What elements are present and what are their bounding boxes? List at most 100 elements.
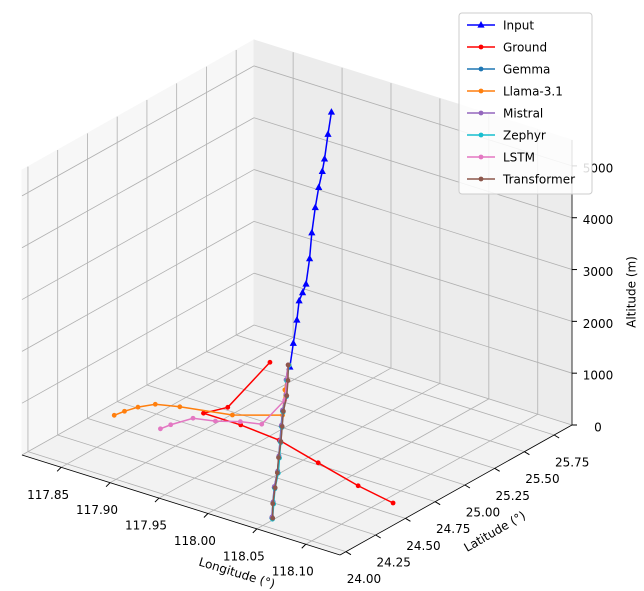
marker	[320, 154, 329, 162]
grid-line	[206, 351, 525, 453]
y-tick-mark	[524, 451, 530, 456]
legend-label: Transformer	[502, 173, 575, 187]
grid-line	[253, 324, 573, 426]
marker	[280, 408, 286, 414]
grid-line	[117, 401, 436, 503]
x-tick-label: 118.00	[174, 534, 216, 548]
marker	[267, 359, 273, 365]
legend-label: Mistral	[503, 107, 543, 121]
marker	[152, 401, 158, 407]
z-axis-label: Altitude (m)	[625, 256, 639, 328]
marker	[135, 404, 141, 410]
y-tick-mark	[405, 517, 411, 522]
grid-line	[27, 451, 347, 553]
marker	[285, 378, 291, 383]
legend: Input Ground Gemma Llama-3.1 Mistral Zephyr LS…	[458, 12, 593, 195]
marker	[158, 426, 163, 432]
grid-line	[57, 434, 376, 536]
x-tick-label: 117.85	[27, 488, 69, 502]
legend-label: Ground	[503, 41, 547, 55]
marker	[305, 254, 314, 262]
grid-line	[176, 367, 495, 469]
marker	[295, 296, 303, 304]
marker	[311, 203, 319, 211]
grid-line	[236, 334, 555, 436]
y-tick-label: 25.50	[525, 472, 559, 486]
legend-label: Zephyr	[503, 129, 546, 143]
marker	[201, 410, 206, 416]
legend-box	[458, 12, 593, 195]
x-tick-label: 118.10	[272, 565, 314, 579]
legend-marker	[478, 88, 484, 94]
y-tick-label: 25.25	[495, 489, 529, 503]
x-tick-label: 117.95	[125, 519, 167, 533]
marker	[302, 280, 310, 287]
legend-label: Gemma	[503, 63, 550, 77]
y-tick-mark	[375, 534, 381, 539]
grid-line	[207, 383, 441, 514]
marker	[276, 455, 281, 461]
marker	[225, 404, 231, 410]
x-tick-mark	[203, 513, 209, 518]
legend-marker	[478, 44, 484, 50]
marker	[272, 485, 278, 491]
grid-line	[21, 272, 255, 404]
x-tick-mark	[56, 466, 62, 472]
marker	[270, 515, 276, 521]
legend-marker	[478, 154, 484, 160]
z-tick-label: 4000	[583, 213, 614, 227]
y-tick-label: 24.25	[377, 556, 411, 570]
marker	[318, 167, 326, 175]
marker	[308, 228, 316, 236]
marker	[289, 339, 297, 346]
x-tick-mark	[105, 482, 111, 488]
grid-line	[21, 169, 255, 300]
y-tick-mark	[345, 551, 352, 556]
x-tick-mark	[154, 497, 160, 503]
marker	[315, 460, 321, 466]
marker	[278, 439, 284, 445]
marker	[315, 183, 323, 191]
y-tick-label: 25.75	[555, 456, 589, 470]
grid-line	[109, 352, 343, 484]
y-axis-line	[339, 424, 573, 556]
grid-line	[158, 367, 392, 499]
legend-label: LSTM	[503, 151, 535, 165]
marker	[279, 424, 285, 429]
grid-line	[253, 117, 573, 219]
y-tick-label: 24.75	[436, 522, 470, 536]
y-tick-label: 25.00	[466, 506, 500, 520]
legend-marker	[478, 132, 484, 138]
marker	[177, 404, 183, 410]
marker	[274, 470, 280, 476]
grid-line	[60, 336, 294, 468]
x-tick-mark	[252, 528, 258, 534]
marker	[111, 412, 117, 418]
marker	[168, 422, 174, 428]
marker	[229, 412, 235, 418]
grid-line	[253, 169, 573, 270]
y-tick-label: 24.50	[406, 539, 440, 553]
marker	[355, 483, 361, 489]
grid-line	[21, 324, 255, 456]
series-line	[200, 361, 394, 504]
x-tick-label: 118.05	[223, 549, 265, 563]
marker	[324, 130, 332, 137]
z-tick-label: 2000	[583, 317, 614, 331]
grid-line	[256, 398, 490, 530]
marker	[212, 418, 218, 424]
y-tick-mark	[494, 467, 500, 472]
legend-label: Llama-3.1	[503, 85, 563, 99]
grid-line	[21, 221, 255, 352]
x-axis-line	[21, 454, 341, 556]
z-tick-label: 0	[594, 421, 602, 435]
legend-marker	[478, 110, 484, 116]
x-tick-mark	[301, 543, 307, 549]
grid-line	[253, 272, 573, 374]
series-line	[160, 364, 289, 430]
marker	[259, 421, 265, 427]
y-tick-mark	[434, 501, 441, 506]
marker	[327, 108, 336, 115]
